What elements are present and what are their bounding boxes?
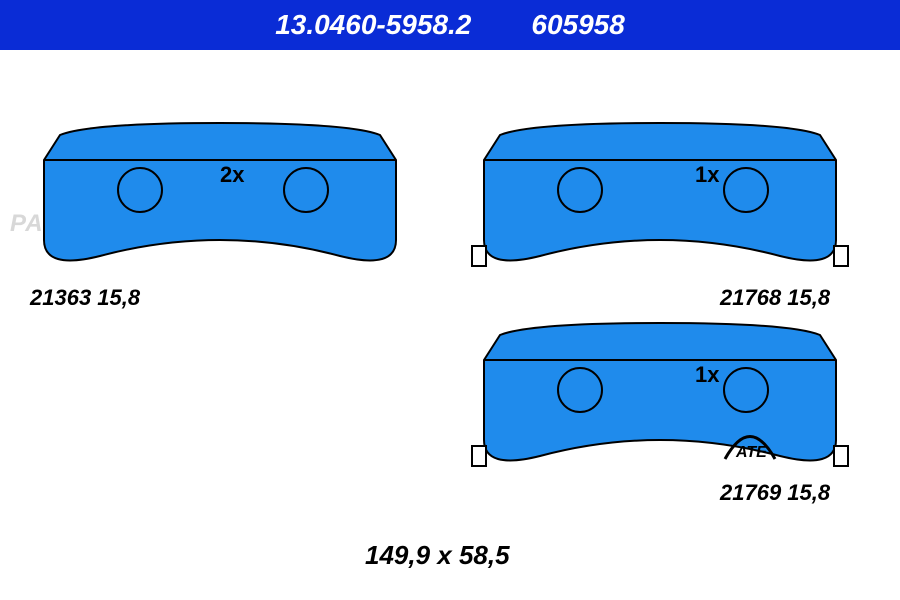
brake-pad-top-right <box>470 120 850 290</box>
header-band: 13.0460-5958.2 605958 <box>0 0 900 50</box>
pad-label-top-right: 21768 15,8 <box>720 285 830 311</box>
dimensions-text: 149,9 x 58,5 <box>365 540 510 571</box>
part-number-2: 605958 <box>531 9 624 41</box>
qty-label-top-right: 1x <box>695 162 719 188</box>
part-number-1: 13.0460-5958.2 <box>275 9 471 41</box>
brand-logo: ATE <box>720 424 780 470</box>
brake-pad-bottom-right <box>470 320 850 490</box>
qty-label-bottom-right: 1x <box>695 362 719 388</box>
qty-label-top-left: 2x <box>220 162 244 188</box>
brake-pad-top-left <box>40 120 400 290</box>
pad-label-top-left: 21363 15,8 <box>30 285 140 311</box>
svg-text:ATE: ATE <box>735 444 768 461</box>
pad-label-bottom-right: 21769 15,8 <box>720 480 830 506</box>
